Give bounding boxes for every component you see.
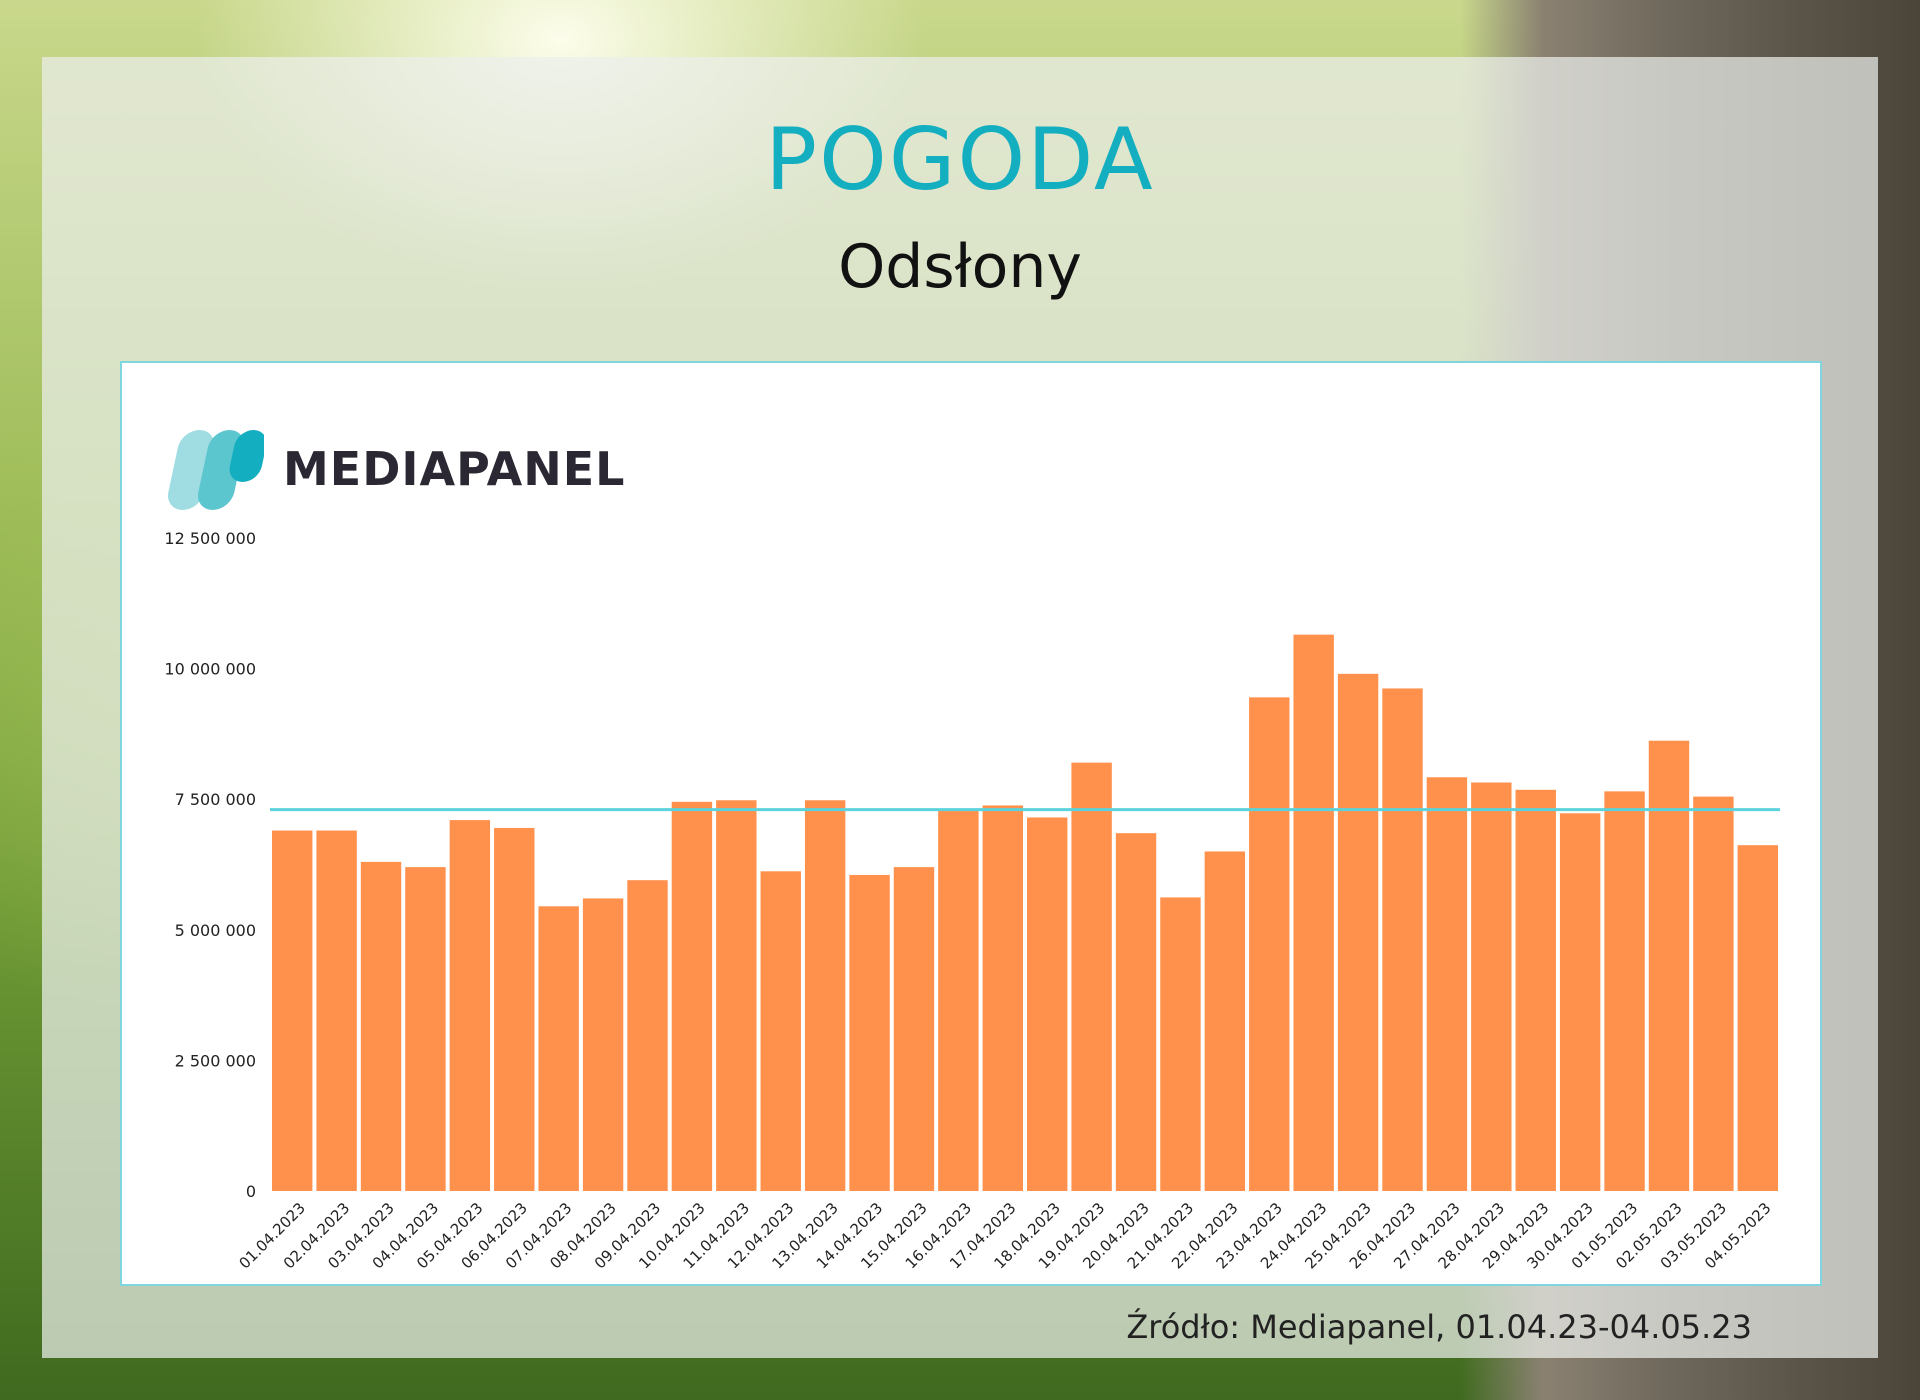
y-tick-label: 7 500 000 bbox=[175, 790, 256, 809]
bar bbox=[1160, 897, 1201, 1191]
y-tick-label: 2 500 000 bbox=[175, 1051, 256, 1070]
bar bbox=[538, 906, 579, 1191]
bar bbox=[893, 867, 935, 1191]
bar bbox=[1648, 740, 1690, 1191]
bar bbox=[360, 861, 402, 1191]
logo-stripe-mid bbox=[197, 430, 245, 510]
bar bbox=[627, 880, 668, 1191]
bar bbox=[1115, 833, 1157, 1191]
bar bbox=[1471, 782, 1512, 1191]
bar bbox=[1293, 634, 1334, 1191]
bar bbox=[1559, 813, 1601, 1191]
y-tick-label: 5 000 000 bbox=[175, 921, 256, 940]
bar bbox=[1737, 845, 1778, 1191]
bar bbox=[1382, 688, 1423, 1191]
bar bbox=[1249, 697, 1290, 1191]
bar bbox=[671, 801, 713, 1191]
bar bbox=[1515, 789, 1556, 1191]
page-title: POGODA bbox=[765, 110, 1155, 210]
logo-text: MEDIAPANEL bbox=[283, 442, 626, 496]
logo-stripe-dark bbox=[229, 430, 264, 482]
bar bbox=[494, 827, 535, 1191]
bar bbox=[716, 800, 757, 1191]
bar bbox=[272, 830, 313, 1191]
y-tick-label: 0 bbox=[246, 1182, 256, 1201]
bar bbox=[582, 898, 624, 1191]
bar bbox=[405, 867, 446, 1191]
bar bbox=[938, 809, 979, 1191]
bar bbox=[804, 800, 846, 1191]
bar bbox=[849, 874, 890, 1191]
y-tick-label: 10 000 000 bbox=[164, 660, 256, 679]
bar bbox=[316, 830, 357, 1191]
page-subtitle: Odsłony bbox=[838, 232, 1082, 302]
source-note: Źródło: Mediapanel, 01.04.23-04.05.23 bbox=[1126, 1308, 1752, 1346]
bar bbox=[1071, 762, 1112, 1191]
bar bbox=[1426, 777, 1468, 1191]
bar bbox=[1204, 851, 1246, 1191]
bar bbox=[1027, 817, 1068, 1191]
bar bbox=[982, 805, 1023, 1191]
bar bbox=[1693, 796, 1734, 1191]
y-tick-label: 12 500 000 bbox=[164, 529, 256, 548]
bar bbox=[1337, 673, 1379, 1191]
mediapanel-logo-icon bbox=[167, 430, 264, 510]
bar bbox=[760, 871, 801, 1191]
bar bbox=[449, 820, 491, 1191]
bar bbox=[1604, 791, 1645, 1191]
